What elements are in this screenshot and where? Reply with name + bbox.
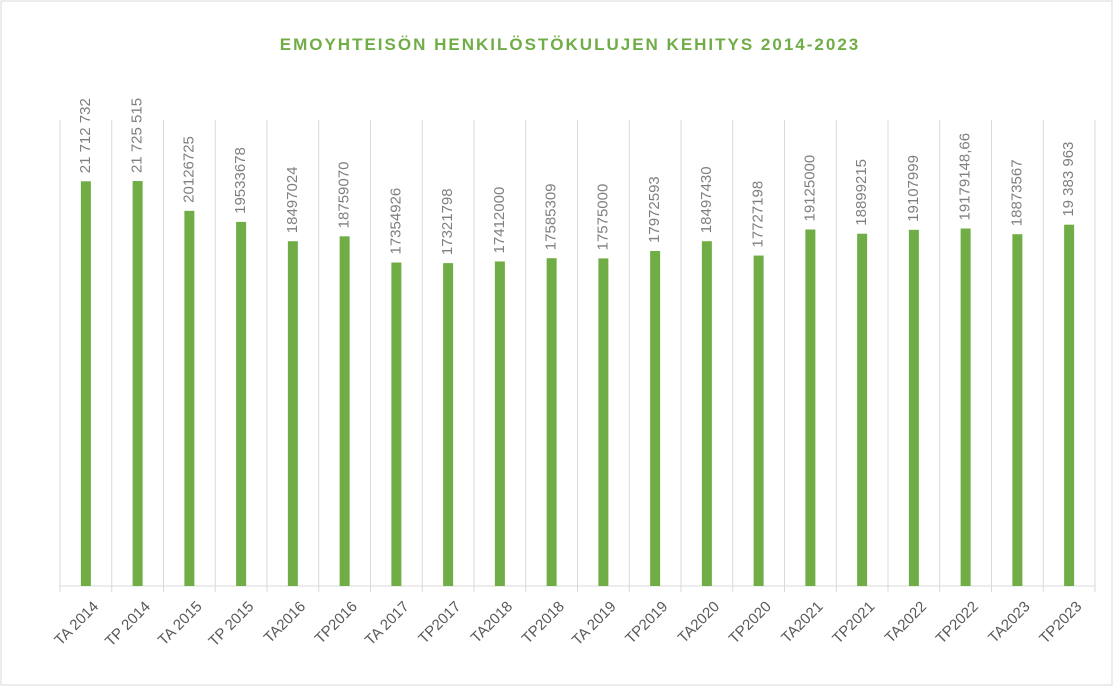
- bar: [701, 241, 712, 587]
- data-label: 19 383 963: [1060, 142, 1077, 217]
- data-label: 21 712 732: [77, 98, 94, 173]
- data-label: 17575000: [594, 184, 611, 251]
- data-label: 18759070: [336, 162, 353, 229]
- data-label: 19179148,66: [957, 133, 974, 221]
- bar: [546, 258, 557, 586]
- data-label: 17972593: [646, 176, 663, 243]
- data-label: 18497024: [284, 166, 301, 233]
- data-label: 17585309: [543, 183, 560, 250]
- chart-title: EMOYHTEISÖN HENKILÖSTÖKULUJEN KEHITYS 20…: [280, 35, 861, 54]
- bar: [908, 229, 919, 586]
- bar: [598, 258, 609, 586]
- bar: [1012, 234, 1023, 586]
- bar: [287, 241, 298, 587]
- bar: [857, 233, 868, 586]
- bar: [805, 229, 816, 586]
- bar: [132, 181, 143, 586]
- bar: [753, 255, 764, 586]
- data-label: 17727198: [750, 181, 767, 248]
- data-label: 17354926: [387, 188, 404, 255]
- data-label: 20126725: [180, 136, 197, 203]
- bar: [80, 181, 91, 587]
- data-label: 18873567: [1008, 159, 1025, 226]
- bar: [184, 210, 195, 587]
- bar: [960, 228, 971, 586]
- data-label: 21 725 515: [129, 98, 146, 173]
- bar: [1064, 224, 1075, 586]
- data-label: 19125000: [801, 155, 818, 222]
- bar: [339, 236, 350, 586]
- bar: [391, 262, 402, 586]
- data-label: 17412000: [491, 187, 508, 254]
- data-label: 18899215: [853, 159, 870, 226]
- bar: [236, 221, 247, 586]
- data-label: 19107999: [905, 155, 922, 222]
- bar: [494, 261, 505, 586]
- bar: [650, 250, 661, 587]
- data-label: 18497430: [698, 166, 715, 233]
- data-label: 19533678: [232, 147, 249, 214]
- bar: [443, 263, 454, 586]
- data-label: 17321798: [439, 188, 456, 255]
